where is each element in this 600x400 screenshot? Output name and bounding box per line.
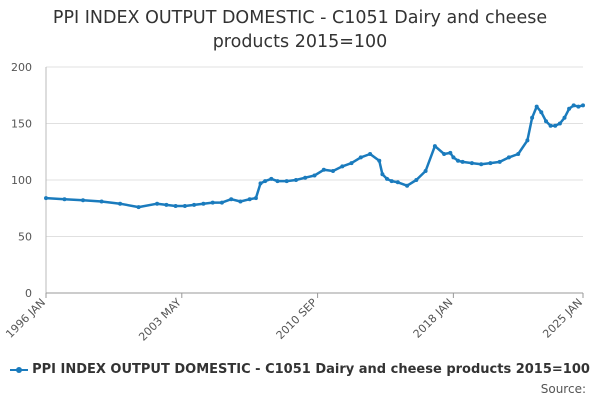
data-point bbox=[460, 159, 465, 164]
y-tick-label: 200 bbox=[11, 61, 32, 74]
data-point bbox=[389, 179, 394, 184]
data-point bbox=[553, 123, 558, 128]
data-point bbox=[201, 201, 206, 206]
data-point bbox=[380, 172, 385, 177]
legend-label: PPI INDEX OUTPUT DOMESTIC - C1051 Dairy … bbox=[32, 362, 590, 377]
data-point bbox=[118, 201, 123, 206]
data-point bbox=[258, 181, 263, 186]
data-point bbox=[516, 152, 521, 156]
data-point bbox=[275, 179, 280, 184]
data-point bbox=[269, 176, 274, 181]
gridlines bbox=[46, 66, 583, 237]
data-point bbox=[331, 169, 335, 173]
x-tick-label: 2025 JAN bbox=[540, 296, 585, 341]
data-point bbox=[534, 104, 539, 109]
data-point bbox=[368, 152, 373, 156]
source-label: Source: bbox=[540, 382, 586, 396]
data-point bbox=[44, 196, 48, 201]
axes: 0 50 100 150 200 1996 JAN 2003 MAY 2010 SEP 2018… bbox=[3, 61, 585, 344]
data-point bbox=[548, 123, 553, 128]
chart-title-line-1: PPI INDEX OUTPUT DOMESTIC - C1051 Dairy … bbox=[52, 8, 548, 28]
data-point bbox=[192, 202, 197, 207]
y-tick-label: 50 bbox=[18, 231, 32, 244]
chart-title-line-2: products 2015=100 bbox=[212, 32, 388, 52]
data-point bbox=[539, 110, 544, 115]
data-point bbox=[247, 197, 252, 202]
data-point bbox=[210, 200, 215, 205]
data-point bbox=[469, 161, 474, 166]
data-point bbox=[62, 197, 67, 202]
data-point bbox=[358, 155, 363, 160]
data-point bbox=[229, 197, 234, 202]
data-point bbox=[340, 164, 345, 169]
data-point bbox=[488, 161, 493, 166]
data-point bbox=[385, 176, 389, 181]
data-point bbox=[136, 205, 141, 210]
data-point bbox=[525, 138, 530, 143]
data-point bbox=[263, 179, 268, 184]
data-point bbox=[567, 106, 572, 111]
series-layer bbox=[44, 103, 585, 210]
data-point bbox=[562, 115, 567, 120]
y-tick-label: 0 bbox=[25, 287, 32, 300]
data-point bbox=[219, 200, 224, 205]
data-point bbox=[155, 201, 160, 206]
data-point bbox=[581, 103, 585, 108]
chart-title: PPI INDEX OUTPUT DOMESTIC - C1051 Dairy … bbox=[0, 6, 600, 54]
data-point bbox=[349, 161, 354, 166]
y-tick-label: 150 bbox=[11, 118, 32, 131]
data-point bbox=[405, 183, 410, 188]
data-point bbox=[312, 173, 317, 178]
data-point bbox=[238, 199, 243, 204]
data-point bbox=[99, 199, 104, 204]
data-point bbox=[571, 103, 576, 108]
data-point bbox=[81, 198, 85, 203]
x-tick-label: 2003 MAY bbox=[136, 296, 184, 344]
x-tick-label: 2018 JAN bbox=[411, 296, 456, 341]
series-line bbox=[44, 104, 585, 209]
y-tick-label: 100 bbox=[11, 174, 32, 187]
data-point bbox=[303, 175, 308, 180]
data-point bbox=[414, 178, 419, 182]
data-point bbox=[479, 162, 484, 167]
x-tick-label: 1996 JAN bbox=[3, 296, 48, 341]
data-point bbox=[284, 179, 289, 184]
data-point bbox=[506, 155, 511, 160]
data-point bbox=[395, 180, 400, 185]
data-point bbox=[173, 204, 178, 208]
data-point bbox=[544, 119, 548, 124]
data-point bbox=[377, 158, 382, 163]
data-point bbox=[432, 144, 437, 149]
data-point bbox=[321, 167, 326, 172]
data-point bbox=[497, 159, 502, 164]
data-point bbox=[451, 155, 456, 160]
data-point bbox=[530, 115, 535, 120]
x-tick-label: 2010 SEP bbox=[274, 296, 320, 342]
data-point bbox=[294, 178, 298, 182]
data-point bbox=[448, 150, 453, 155]
data-point bbox=[442, 152, 447, 156]
legend-line-icon bbox=[10, 365, 29, 375]
legend[interactable]: PPI INDEX OUTPUT DOMESTIC - C1051 Dairy … bbox=[0, 362, 600, 377]
data-point bbox=[164, 202, 169, 207]
data-point bbox=[253, 196, 258, 201]
data-point bbox=[423, 169, 428, 173]
data-point bbox=[456, 158, 460, 163]
data-point bbox=[576, 104, 581, 109]
data-point bbox=[557, 121, 562, 126]
data-point bbox=[182, 204, 187, 208]
